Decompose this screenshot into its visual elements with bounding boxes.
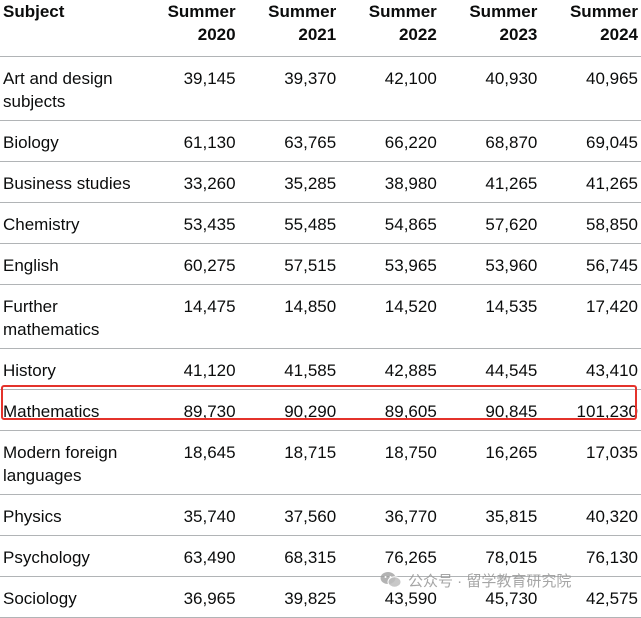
table-row: Business studies 33,260 35,285 38,980 41… xyxy=(0,161,641,203)
value-cell: 57,620 xyxy=(439,202,541,244)
subject-cell: Further mathematics xyxy=(0,284,138,349)
subject-cell: Chemistry xyxy=(0,202,138,244)
value-cell: 45,730 xyxy=(439,576,541,618)
subject-cell: Psychology xyxy=(0,535,138,577)
value-cell: 18,645 xyxy=(138,430,239,495)
value-cell: 44,545 xyxy=(439,348,541,390)
value-cell: 40,320 xyxy=(540,494,641,536)
value-cell: 38,980 xyxy=(339,161,440,203)
year-column-header: Summer 2022 xyxy=(339,0,440,57)
subject-cell: Sociology xyxy=(0,576,138,618)
value-cell: 42,100 xyxy=(339,56,440,121)
value-cell: 14,850 xyxy=(238,284,340,349)
table-row: Chemistry 53,435 55,485 54,865 57,620 58… xyxy=(0,202,641,244)
value-cell: 43,410 xyxy=(540,348,641,390)
table-row: Biology 61,130 63,765 66,220 68,870 69,0… xyxy=(0,120,641,162)
value-cell: 68,315 xyxy=(238,535,340,577)
value-cell: 53,965 xyxy=(339,243,440,285)
value-cell: 14,475 xyxy=(138,284,239,349)
value-cell: 41,120 xyxy=(138,348,239,390)
value-cell: 90,845 xyxy=(439,389,541,431)
subject-cell: Modern foreign languages xyxy=(0,430,138,495)
value-cell: 58,850 xyxy=(540,202,641,244)
value-cell: 36,965 xyxy=(138,576,239,618)
year-column-header: Summer 2023 xyxy=(439,0,541,57)
value-cell: 37,560 xyxy=(238,494,340,536)
value-cell: 41,265 xyxy=(439,161,541,203)
table-row: English 60,275 57,515 53,965 53,960 56,7… xyxy=(0,243,641,285)
value-cell: 55,485 xyxy=(238,202,340,244)
value-cell: 43,590 xyxy=(339,576,440,618)
value-cell: 69,045 xyxy=(540,120,641,162)
table-body: Art and design subjects 39,145 39,370 42,… xyxy=(0,56,641,618)
value-cell: 63,490 xyxy=(138,535,239,577)
table-row: Sociology 36,965 39,825 43,590 45,730 42… xyxy=(0,576,641,618)
year-column-header: Summer 2021 xyxy=(238,0,340,57)
subject-cell: Physics xyxy=(0,494,138,536)
value-cell: 54,865 xyxy=(339,202,440,244)
table-row-highlighted: Mathematics 89,730 90,290 89,605 90,845 … xyxy=(0,389,641,431)
year-column-header: Summer 2024 xyxy=(540,0,641,57)
value-cell: 39,145 xyxy=(138,56,239,121)
year-column-header: Summer 2020 xyxy=(138,0,239,57)
subject-cell: Biology xyxy=(0,120,138,162)
table-row: Psychology 63,490 68,315 76,265 78,015 7… xyxy=(0,535,641,577)
value-cell: 14,535 xyxy=(439,284,541,349)
value-cell: 17,035 xyxy=(540,430,641,495)
value-cell: 33,260 xyxy=(138,161,239,203)
value-cell: 61,130 xyxy=(138,120,239,162)
value-cell: 56,745 xyxy=(540,243,641,285)
value-cell: 18,750 xyxy=(339,430,440,495)
subject-cell: Art and design subjects xyxy=(0,56,138,121)
value-cell: 35,815 xyxy=(439,494,541,536)
value-cell: 39,370 xyxy=(238,56,340,121)
value-cell: 14,520 xyxy=(339,284,440,349)
table-row: Physics 35,740 37,560 36,770 35,815 40,3… xyxy=(0,494,641,536)
value-cell: 18,715 xyxy=(238,430,340,495)
value-cell: 53,435 xyxy=(138,202,239,244)
value-cell: 60,275 xyxy=(138,243,239,285)
subject-column-header: Subject xyxy=(0,0,138,57)
value-cell: 16,265 xyxy=(439,430,541,495)
value-cell: 42,885 xyxy=(339,348,440,390)
table-row: Art and design subjects 39,145 39,370 42,… xyxy=(0,56,641,121)
subject-cell: English xyxy=(0,243,138,285)
value-cell: 63,765 xyxy=(238,120,340,162)
table-header: Subject Summer 2020 Summer 2021 Summer 2… xyxy=(0,0,641,57)
value-cell: 42,575 xyxy=(540,576,641,618)
value-cell: 78,015 xyxy=(439,535,541,577)
subject-cell: Business studies xyxy=(0,161,138,203)
header-row: Subject Summer 2020 Summer 2021 Summer 2… xyxy=(0,0,641,57)
value-cell: 57,515 xyxy=(238,243,340,285)
value-cell: 66,220 xyxy=(339,120,440,162)
value-cell: 41,265 xyxy=(540,161,641,203)
table-row: Further mathematics 14,475 14,850 14,520 … xyxy=(0,284,641,349)
value-cell: 101,230 xyxy=(540,389,641,431)
value-cell: 35,740 xyxy=(138,494,239,536)
subject-cell: History xyxy=(0,348,138,390)
value-cell: 76,130 xyxy=(540,535,641,577)
value-cell: 68,870 xyxy=(439,120,541,162)
value-cell: 36,770 xyxy=(339,494,440,536)
value-cell: 40,965 xyxy=(540,56,641,121)
value-cell: 39,825 xyxy=(238,576,340,618)
value-cell: 89,605 xyxy=(339,389,440,431)
subject-cell: Mathematics xyxy=(0,389,138,431)
value-cell: 17,420 xyxy=(540,284,641,349)
value-cell: 40,930 xyxy=(439,56,541,121)
value-cell: 90,290 xyxy=(238,389,340,431)
value-cell: 76,265 xyxy=(339,535,440,577)
value-cell: 53,960 xyxy=(439,243,541,285)
table-row: History 41,120 41,585 42,885 44,545 43,4… xyxy=(0,348,641,390)
value-cell: 35,285 xyxy=(238,161,340,203)
value-cell: 41,585 xyxy=(238,348,340,390)
value-cell: 89,730 xyxy=(138,389,239,431)
table-row: Modern foreign languages 18,645 18,715 18… xyxy=(0,430,641,495)
